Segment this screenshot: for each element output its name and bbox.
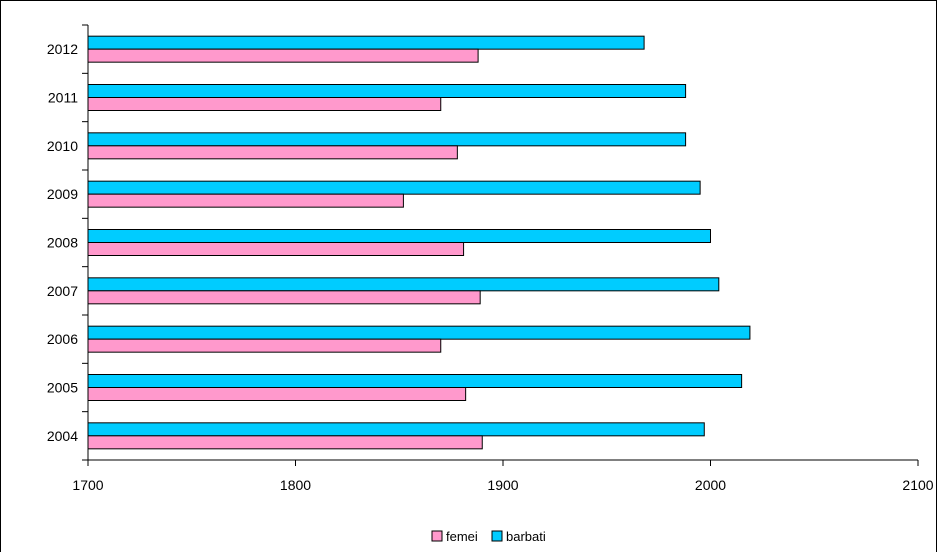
bar-femei-2009 [87, 193, 404, 208]
legend-swatch-barbati [491, 530, 503, 542]
bar-femei-2011 [87, 97, 442, 111]
bar-barbati-2010 [87, 132, 687, 147]
x-tick-label-1700: 1700 [72, 477, 103, 493]
y-tick-label-2012: 2012 [47, 41, 78, 57]
y-tick-label-2006: 2006 [47, 331, 78, 347]
legend-label-barbati: barbati [506, 529, 546, 544]
x-tick-label-1800: 1800 [280, 477, 311, 493]
bar-barbati-2004 [87, 422, 705, 437]
y-tick-label-2005: 2005 [47, 380, 78, 396]
y-tick-label-2004: 2004 [47, 428, 78, 444]
x-tick-label-2100: 2100 [902, 477, 933, 493]
bar-barbati-2009 [87, 180, 701, 195]
y-tick-label-2008: 2008 [47, 235, 78, 251]
legend: femei barbati [431, 529, 546, 544]
bar-femei-2004 [87, 435, 483, 450]
bar-barbati-2011 [87, 84, 687, 98]
x-tick-label-1900: 1900 [487, 477, 518, 493]
bar-barbati-2012 [87, 35, 645, 50]
bar-femei-2006 [87, 338, 442, 353]
bar-barbati-2005 [87, 374, 743, 388]
x-tick-label-2000: 2000 [695, 477, 726, 493]
y-tick-label-2011: 2011 [48, 90, 78, 106]
bar-femei-2008 [87, 242, 465, 256]
bar-barbati-2006 [87, 325, 751, 340]
bar-barbati-2008 [87, 229, 711, 243]
bar-femei-2007 [87, 290, 481, 305]
y-tick-label-2010: 2010 [47, 138, 78, 154]
y-tick-label-2007: 2007 [47, 283, 78, 299]
bar-femei-2005 [87, 387, 467, 401]
legend-label-femei: femei [446, 529, 478, 544]
axes-group: 2004 2005 2006 2007 2008 2009 2010 2011 2012 1700… [47, 24, 934, 493]
bar-femei-2010 [87, 145, 458, 160]
y-tick-label-2009: 2009 [47, 186, 78, 202]
legend-swatch-femei [431, 530, 443, 542]
bar-barbati-2007 [87, 277, 720, 292]
bar-femei-2012 [87, 48, 479, 63]
